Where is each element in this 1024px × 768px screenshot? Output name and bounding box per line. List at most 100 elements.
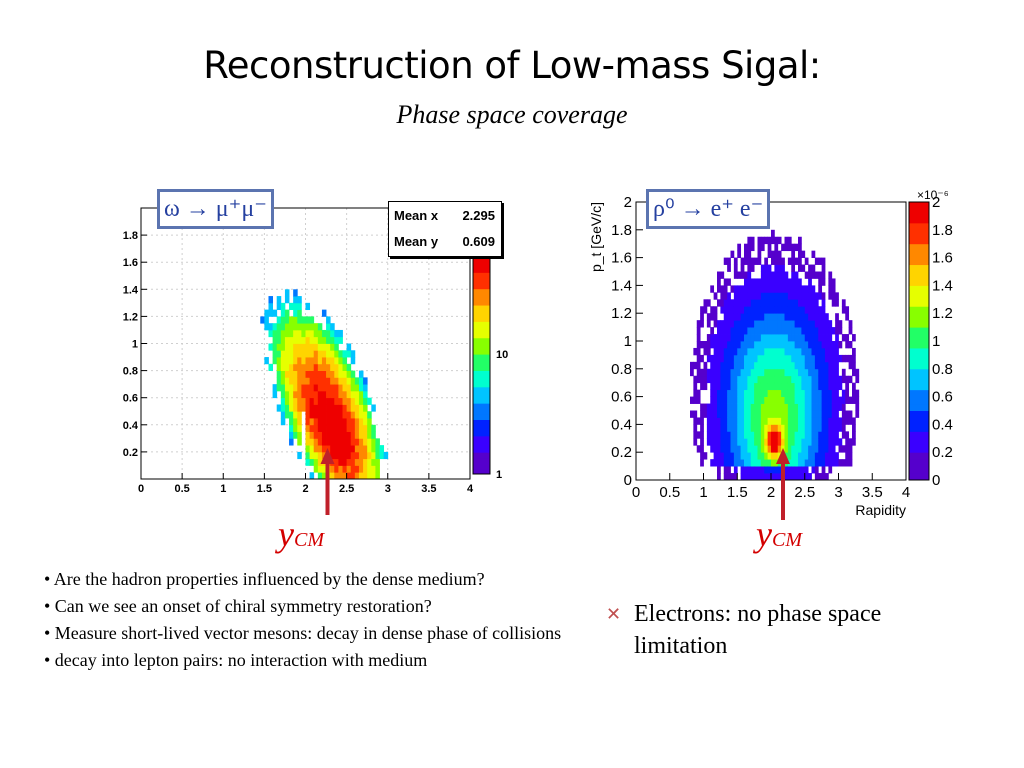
right-heatmap-cell: [730, 320, 735, 328]
right-heatmap-cell: [767, 445, 772, 453]
right-heatmap-cell: [717, 403, 721, 411]
right-heatmap-cell: [744, 361, 748, 370]
right-heatmap-cell: [771, 396, 775, 404]
right-heatmap-cell: [744, 431, 748, 439]
right-heatmap-cell: [700, 354, 704, 363]
right-heatmap-cell: [730, 299, 735, 307]
right-heatmap-cell: [818, 459, 823, 467]
right-heatmap-cell: [798, 438, 802, 446]
right-colorbar-segment: [909, 299, 929, 307]
right-heatmap-cell: [713, 438, 718, 446]
right-heatmap-cell: [811, 438, 816, 446]
right-heatmap-cell: [828, 341, 833, 349]
left-heatmap-cell: [358, 445, 364, 453]
right-heatmap-cell: [757, 417, 762, 425]
right-heatmap-cell: [841, 410, 846, 418]
right-heatmap-cell: [774, 459, 779, 467]
right-heatmap-cell: [774, 292, 779, 300]
right-heatmap-cell: [703, 361, 708, 370]
right-heatmap-cell: [852, 334, 856, 342]
right-heatmap-cell: [835, 327, 839, 335]
right-heatmap-cell: [831, 396, 836, 404]
left-heatmap-cell: [293, 424, 298, 432]
left-heatmap-cell: [293, 302, 298, 311]
right-heatmap-cell: [831, 354, 836, 363]
left-heatmap-cell: [309, 343, 315, 351]
right-heatmap-cell: [798, 299, 802, 307]
left-heatmap-cell: [297, 296, 302, 304]
right-heatmap-cell: [733, 341, 738, 349]
left-heatmap-cell: [321, 404, 327, 412]
right-heatmap-cell: [733, 375, 738, 384]
right-heatmap-cell: [706, 417, 711, 425]
left-heatmap-cell: [289, 302, 294, 311]
left-heatmap-cell: [284, 370, 290, 378]
left-heatmap-cell: [284, 384, 290, 392]
right-heatmap-cell: [754, 375, 758, 384]
left-heatmap-cell: [338, 411, 343, 419]
left-heatmap-cell: [309, 397, 315, 405]
left-heatmap-cell: [363, 458, 368, 466]
right-heatmap-cell: [713, 382, 718, 391]
right-heatmap-cell: [771, 250, 775, 258]
right-heatmap-cell: [740, 438, 745, 446]
right-heatmap-cell: [808, 389, 812, 397]
right-colorbar-label: 0.8: [932, 361, 953, 378]
left-heatmap-cell: [346, 350, 352, 358]
left-heatmap-cell: [317, 343, 323, 351]
right-heatmap-cell: [733, 320, 738, 328]
left-colorbar-segment: [473, 381, 490, 388]
left-heatmap-cell: [363, 390, 368, 399]
right-heatmap-cell: [700, 368, 704, 377]
right-heatmap-cell: [777, 341, 782, 349]
right-heatmap-cell: [727, 417, 731, 425]
right-heatmap-cell: [798, 459, 802, 467]
right-heatmap-cell: [717, 271, 721, 279]
right-heatmap-cell: [703, 403, 708, 411]
right-heatmap-cell: [781, 417, 785, 425]
left-heatmap-cell: [379, 445, 385, 453]
left-heatmap-cell: [260, 316, 265, 324]
right-heatmap-cell: [814, 438, 819, 446]
left-heatmap-cell: [297, 309, 302, 317]
left-heatmap-cell: [289, 363, 294, 371]
right-heatmap-cell: [700, 375, 704, 384]
right-heatmap-cell: [784, 313, 789, 321]
right-heatmap-cell: [696, 347, 701, 356]
right-heatmap-cell: [703, 375, 708, 384]
right-heatmap-cell: [828, 424, 833, 432]
right-heatmap-cell: [781, 292, 785, 300]
right-heatmap-cell: [841, 334, 846, 342]
right-x-tick-label: 2.5: [794, 484, 815, 501]
right-heatmap-cell: [764, 368, 769, 377]
right-heatmap-cell: [777, 368, 782, 377]
right-heatmap-cell: [787, 306, 792, 314]
right-heatmap-cell: [706, 403, 711, 411]
right-heatmap-cell: [700, 445, 704, 453]
left-heatmap-cell: [326, 329, 331, 338]
right-heatmap-cell: [767, 403, 772, 411]
right-heatmap-cell: [713, 341, 718, 349]
left-heatmap-cell: [301, 357, 306, 365]
right-heatmap-cell: [777, 431, 782, 439]
right-heatmap-cell: [710, 361, 715, 370]
left-heatmap-cell: [297, 384, 302, 392]
right-heatmap-cell: [808, 320, 812, 328]
left-heatmap-cell: [342, 390, 348, 399]
right-heatmap-cell: [727, 292, 731, 300]
right-heatmap-cell: [845, 445, 850, 453]
right-heatmap-cell: [733, 264, 738, 272]
right-heatmap-cell: [757, 313, 762, 321]
right-heatmap-cell: [825, 431, 829, 439]
right-heatmap-cell: [811, 389, 816, 397]
left-x-tick-label: 2: [302, 483, 308, 495]
right-heatmap-cell: [808, 431, 812, 439]
right-colorbar-segment: [909, 368, 929, 377]
left-heatmap-cell: [383, 451, 389, 460]
right-heatmap-cell: [757, 361, 762, 370]
right-heatmap-cell: [760, 313, 765, 321]
right-heatmap-cell: [791, 361, 796, 370]
right-heatmap-cell: [808, 459, 812, 467]
right-heatmap-cell: [750, 236, 755, 245]
left-heatmap-cell: [317, 323, 323, 331]
